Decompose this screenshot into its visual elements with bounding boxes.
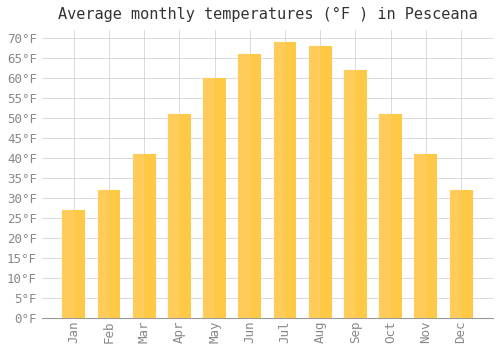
Bar <box>168 114 191 318</box>
Bar <box>238 54 262 318</box>
Bar <box>379 114 402 318</box>
Bar <box>62 210 85 318</box>
Bar <box>132 154 156 318</box>
Bar <box>344 70 367 318</box>
Bar <box>238 54 248 318</box>
Bar <box>450 190 460 318</box>
Bar <box>98 190 120 318</box>
Bar <box>274 42 284 318</box>
Bar <box>132 154 143 318</box>
Bar <box>62 210 72 318</box>
Bar <box>203 78 213 318</box>
Bar <box>414 154 424 318</box>
Bar <box>450 190 472 318</box>
Bar <box>344 70 354 318</box>
Bar <box>203 78 226 318</box>
Bar <box>309 46 332 318</box>
Bar <box>379 114 390 318</box>
Bar <box>414 154 438 318</box>
Bar <box>274 42 296 318</box>
Bar <box>168 114 178 318</box>
Bar <box>98 190 108 318</box>
Title: Average monthly temperatures (°F ) in Pesceana: Average monthly temperatures (°F ) in Pe… <box>58 7 478 22</box>
Bar <box>309 46 319 318</box>
